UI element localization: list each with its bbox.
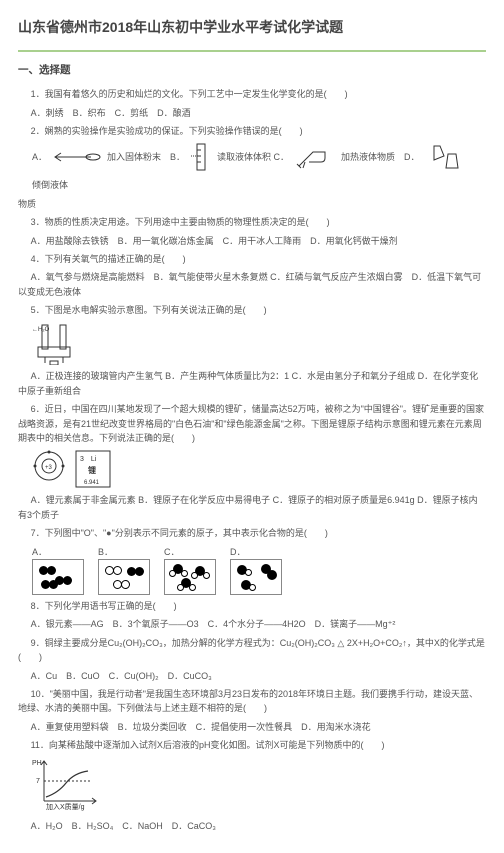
q2-a-label: A．: [32, 150, 47, 164]
q2-a-text: 加入固体粉末 B．: [107, 150, 185, 164]
svg-text:←H₂O: ←H₂O: [32, 327, 50, 333]
icon-heat-tube: [295, 144, 335, 170]
q7-stem: 7．下列图中"O"、"●"分别表示不同元素的原子，其中表示化合物的是( ): [18, 526, 486, 540]
svg-text:7: 7: [36, 778, 40, 785]
q9-opts: A．Cu B．CuO C．Cu(OH)₂ D．CuCO₃: [18, 669, 486, 683]
icon-element-cell: 3 Li 锂 6.941: [74, 449, 112, 489]
q8-stem: 8．下列化学用语书写正确的是( ): [18, 599, 486, 613]
q10-stem: 10．"美丽中国，我是行动者"是我国生态环境部3月23日发布的2018年环境日主…: [18, 687, 486, 716]
q3-opts: A．用盐酸除去铁锈 B．用一氧化碳冶炼金属 C．用干冰人工降雨 D．用氧化钙做干…: [18, 234, 486, 248]
q10-opts: A．重复使用塑料袋 B．垃圾分类回收 C．提倡使用一次性餐具 D．用淘米水浇花: [18, 720, 486, 734]
svg-text:加入X质量/g: 加入X质量/g: [46, 802, 85, 811]
y-label: PH: [32, 760, 42, 767]
q9-stem: 9．铜绿主要成分是Cu₂(OH)₂CO₃，加热分解的化学方程式为：Cu₂(OH)…: [18, 636, 486, 665]
q7-opt-d: D．: [230, 545, 282, 595]
q11-chart-wrap: PH 7 加入X质量/g: [32, 757, 486, 815]
q2-opts-row: A． 加入固体粉末 B． 读取液体体积 C． 加热液体物质 D． 倾倒液体: [32, 142, 486, 192]
q2-b-text: 读取液体体积 C．: [217, 150, 289, 164]
q5-figure: ←H₂O: [32, 321, 486, 365]
q5-stem: 5．下图是水电解实验示意图。下列有关说法正确的是( ): [18, 303, 486, 317]
svg-text:锂: 锂: [88, 465, 96, 475]
section-heading: 一、选择题: [18, 62, 486, 79]
page-title: 山东省德州市2018年山东初中学业水平考试化学试题: [18, 16, 486, 38]
icon-cylinder: [191, 142, 211, 172]
q4-opts: A．氧气参与燃烧是高能燃料 B．氧气能使带火星木条复燃 C．红磷与氧气反应产生浓…: [18, 270, 486, 299]
ph-chart: PH 7 加入X质量/g: [32, 757, 102, 815]
q2-tail2: 物质: [18, 197, 486, 211]
icon-pour: [426, 144, 466, 170]
q7-opt-c: C．: [164, 545, 216, 595]
divider: [18, 50, 486, 52]
q8-opts: A．银元素——AG B．3个氧原子——O3 C．4个水分子——4H2O D．镁离…: [18, 617, 486, 631]
icon-spoon: [53, 149, 101, 165]
q11-stem: 11．向某稀盐酸中逐渐加入试剂X后溶液的pH变化如图。试剂X可能是下列物质中的(…: [18, 738, 486, 752]
svg-text:+3: +3: [45, 465, 53, 471]
q6-opts: A．锂元素属于非金属元素 B．锂原子在化学反应中易得电子 C．锂原子的相对原子质…: [18, 493, 486, 522]
q7-molecule-row: A． B． C．: [32, 545, 486, 595]
q5-opts: A．正极连接的玻璃管内产生氢气 B．产生两种气体质量比为2：1 C．水是由氢分子…: [18, 369, 486, 398]
q11-opts: A．H₂O B．H₂SO₄ C．NaOH D．CaCO₃: [18, 819, 486, 833]
icon-electrolysis: ←H₂O: [32, 321, 78, 365]
q3-stem: 3．物质的性质决定用途。下列用途中主要由物质的物理性质决定的是( ): [18, 215, 486, 229]
q2-c-text: 加热液体物质 D．: [341, 150, 420, 164]
svg-text:6.941: 6.941: [84, 480, 100, 486]
q6-stem: 6．近日，中国在四川某地发现了一个超大规模的锂矿，储量高达52万吨，被称之为"中…: [18, 402, 486, 445]
q7-opt-b: B．: [98, 545, 150, 595]
q1-opts: A．刺绣 B．织布 C．剪纸 D．酿酒: [18, 106, 486, 120]
q4-stem: 4．下列有关氧气的描述正确的是( ): [18, 252, 486, 266]
svg-text:3 Li: 3 Li: [80, 456, 97, 463]
icon-atom-structure: +3: [32, 449, 66, 483]
q2-d-text: 倾倒液体: [32, 178, 68, 192]
q2-stem: 2．娴熟的实验操作是实验成功的保证。下列实验操作错误的是( ): [18, 124, 486, 138]
q6-figure: +3 3 Li 锂 6.941: [32, 449, 486, 489]
q7-opt-a: A．: [32, 545, 84, 595]
q1-stem: 1．我国有着悠久的历史和灿烂的文化。下列工艺中一定发生化学变化的是( ): [18, 87, 486, 101]
